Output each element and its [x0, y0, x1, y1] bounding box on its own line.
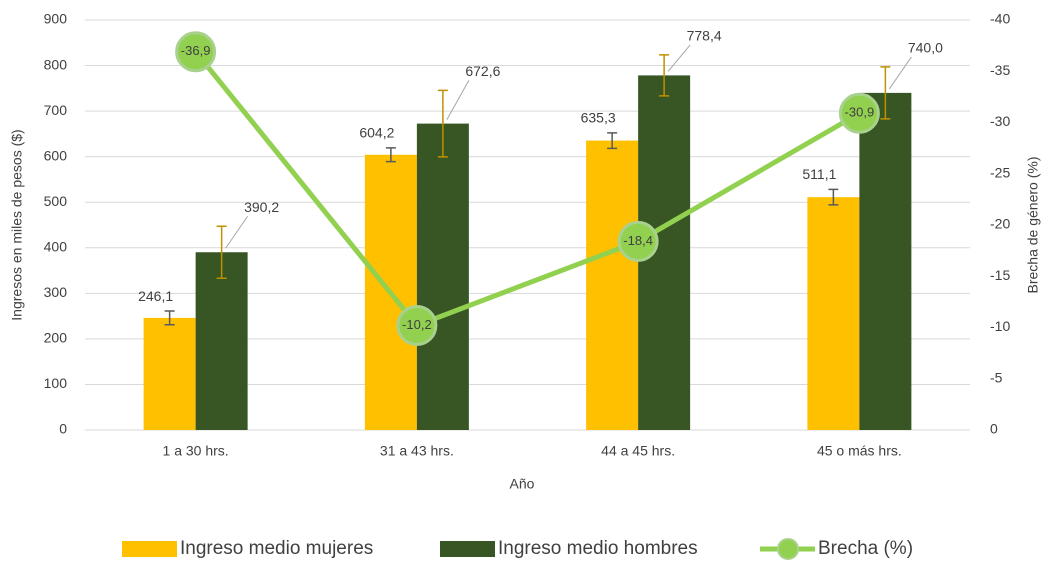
data-label: 635,3 — [581, 110, 616, 126]
line-marker — [396, 304, 438, 346]
y-tick-label: 700 — [44, 102, 68, 118]
y2-tick-label: -10 — [990, 318, 1010, 334]
y2-tick-label: -20 — [990, 216, 1010, 232]
data-label: 390,2 — [244, 199, 279, 215]
error-bar — [216, 225, 227, 279]
y-tick-label: 400 — [44, 238, 68, 254]
y-tick-label: 500 — [44, 193, 68, 209]
y2-tick-label: -30 — [990, 113, 1010, 129]
y-tick-label: 0 — [59, 421, 67, 437]
data-label: 672,6 — [465, 63, 500, 79]
data-label: 740,0 — [908, 40, 943, 56]
y2-tick-label: 0 — [990, 421, 998, 437]
line-marker — [838, 92, 880, 134]
y-tick-label: 100 — [44, 375, 68, 391]
error-bar — [164, 310, 175, 326]
y-tick-label: 800 — [44, 56, 68, 72]
data-label: -18,4 — [623, 233, 653, 248]
error-bar — [437, 89, 448, 158]
y2-tick-label: -35 — [990, 62, 1010, 78]
x-tick-label: 31 a 43 hrs. — [380, 443, 454, 459]
y2-tick-label: -15 — [990, 267, 1010, 283]
error-bar — [607, 132, 618, 150]
y-tick-label: 300 — [44, 284, 68, 300]
legend-label: Ingreso medio hombres — [498, 538, 698, 559]
error-bar — [659, 54, 670, 97]
data-label: 246,1 — [138, 288, 173, 304]
x-tick-label: 1 a 30 hrs. — [163, 443, 229, 459]
line-marker — [175, 31, 217, 73]
y-axis-label: Ingresos en miles de pesos ($) — [9, 129, 25, 320]
data-label: 778,4 — [687, 28, 722, 44]
x-axis-label: Año — [510, 476, 535, 492]
y2-tick-label: -25 — [990, 164, 1010, 180]
data-label: -10,2 — [402, 317, 432, 332]
y2-tick-label: -40 — [990, 11, 1010, 27]
error-bar — [880, 66, 891, 120]
x-tick-label: 44 a 45 hrs. — [601, 443, 675, 459]
data-label: 604,2 — [359, 125, 394, 141]
bar — [143, 317, 196, 430]
y2-axis-label: Brecha de género (%) — [1025, 157, 1041, 294]
bar — [586, 140, 639, 430]
bar — [416, 123, 469, 431]
legend-label: Ingreso medio mujeres — [180, 538, 373, 559]
legend-swatch — [122, 541, 177, 557]
leader-line — [225, 215, 249, 249]
line — [193, 50, 861, 328]
y2-tick-label: -5 — [990, 369, 1003, 385]
leader-line — [667, 44, 691, 72]
leader-line — [446, 80, 470, 120]
bar — [807, 197, 860, 430]
bar — [195, 252, 248, 430]
data-label: -30,9 — [845, 105, 875, 120]
legend-swatch — [777, 538, 799, 560]
legend-swatch — [440, 541, 495, 557]
x-tick-label: 45 o más hrs. — [817, 443, 902, 459]
legend-label: Brecha (%) — [818, 538, 913, 559]
y-tick-label: 200 — [44, 330, 68, 346]
y-tick-label: 900 — [44, 11, 68, 27]
y-tick-label: 600 — [44, 147, 68, 163]
error-bar — [385, 147, 396, 163]
line-marker — [617, 220, 659, 262]
data-label: 511,1 — [802, 166, 836, 182]
error-bar — [828, 188, 839, 206]
bar — [859, 92, 912, 430]
data-label: -36,9 — [181, 43, 211, 58]
leader-line — [888, 56, 912, 90]
